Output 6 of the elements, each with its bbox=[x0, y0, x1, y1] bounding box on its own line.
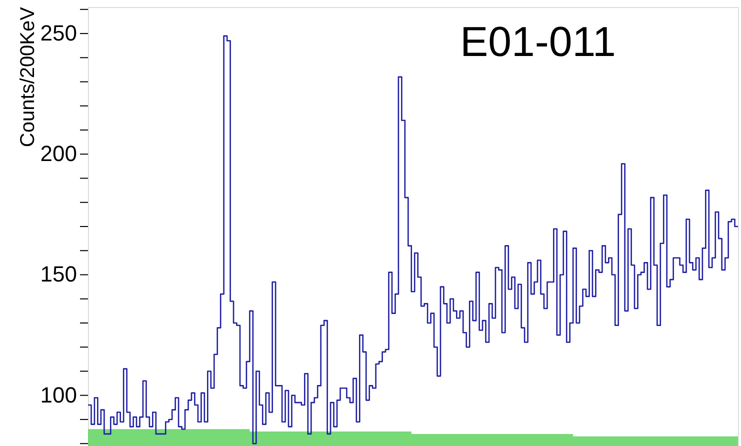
y-tick-label: 100 bbox=[40, 382, 77, 408]
y-axis-title: Counts/200KeV bbox=[17, 6, 39, 148]
y-tick-label: 250 bbox=[40, 20, 77, 46]
y-tick-label: 150 bbox=[40, 262, 77, 287]
annotation: E01-011 bbox=[460, 18, 616, 65]
y-tick-label: 200 bbox=[40, 141, 77, 166]
